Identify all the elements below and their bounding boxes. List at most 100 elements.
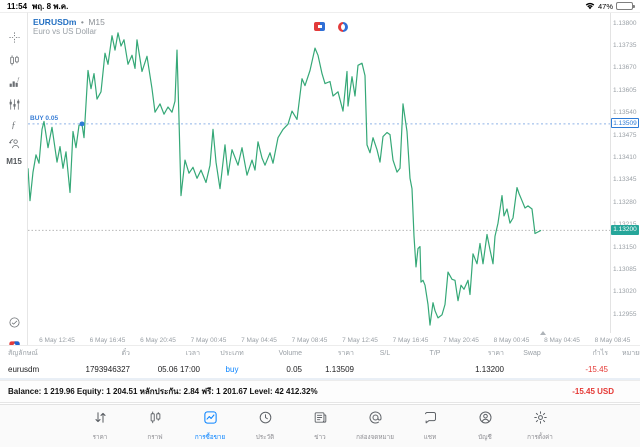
chart-description: Euro vs US Dollar — [33, 27, 97, 36]
nav-tab-history[interactable]: ประวัติ — [242, 410, 288, 442]
nav-tab-label: การตั้งค่า — [527, 434, 553, 441]
time-tick-label: 7 May 08:45 — [291, 337, 328, 344]
nav-tab-news[interactable]: ข่าว — [297, 410, 343, 442]
nav-tab-trade[interactable]: การซื้อขาย — [187, 410, 233, 442]
current-price-tag: 1.13200 — [611, 225, 639, 236]
column-header: ราคา — [487, 349, 504, 357]
chart-timeframe[interactable]: M15 — [88, 17, 105, 27]
position-cell: 05.06 17:00 — [157, 364, 200, 374]
objects-icon[interactable] — [0, 95, 28, 113]
timeframe-button[interactable]: M15 — [6, 157, 22, 166]
row-separator — [0, 378, 640, 380]
symbol-separator: • — [80, 17, 84, 27]
position-open-dot — [79, 121, 85, 127]
time-tick-label: 7 May 12:45 — [342, 337, 378, 344]
news-flag-icon[interactable] — [314, 22, 325, 31]
nav-tab-label: กราฟ — [147, 434, 163, 441]
position-cell: 1793946327 — [85, 364, 131, 374]
column-header: ตั๋ว — [121, 349, 130, 357]
column-header: กำไร — [592, 349, 608, 357]
svg-text:f: f — [17, 78, 19, 83]
status-indicators: 47% — [585, 1, 635, 11]
chart-area[interactable]: EURUSDm • M15 Euro vs US Dollar BUY 0.05… — [28, 12, 640, 345]
time-tick-label: 6 May 16:45 — [89, 337, 126, 344]
account-summary-bar: Balance: 1 219.96 Equity: 1 204.51 หลักป… — [0, 380, 640, 403]
column-header: สัญลักษณ์ — [8, 349, 38, 357]
column-header: ราคา — [337, 349, 354, 357]
price-tick-label: 1.13800 — [613, 19, 637, 27]
battery-icon — [616, 2, 635, 10]
nav-tab-label: แชท — [423, 434, 437, 441]
clock-time: 11:54 — [7, 1, 28, 11]
nav-tab-label: ข่าว — [314, 434, 326, 441]
position-cell: 1.13509 — [325, 364, 354, 374]
quotes-icon — [93, 410, 108, 430]
chat-icon — [423, 410, 438, 430]
chart-icon — [148, 410, 163, 430]
nav-tab-label: กล่องจดหมาย — [356, 434, 394, 441]
price-line-series — [28, 32, 542, 326]
news-event-markers — [314, 22, 348, 32]
time-tick-label: 7 May 04:45 — [241, 337, 277, 344]
mailbox-icon — [368, 410, 383, 430]
nav-tab-quotes[interactable]: ราคา — [77, 410, 123, 442]
status-check-icon[interactable] — [0, 313, 28, 331]
price-tick-label: 1.13475 — [613, 131, 637, 139]
status-bar: 11:54 พฤ. 8 พ.ค. 47% — [0, 0, 640, 12]
wifi-icon — [585, 2, 595, 10]
crosshair-icon[interactable] — [0, 28, 28, 46]
nav-tab-chat[interactable]: แชท — [407, 410, 453, 442]
positions-table-header: สัญลักษณ์ ตั๋ว เวลา ประเภท Volume ราคา S/L T/P ร… — [0, 346, 640, 360]
time-tick-label: 8 May 08:45 — [594, 337, 631, 344]
trade-icon — [203, 410, 218, 430]
account-icon — [478, 410, 493, 430]
account-summary: Balance: 1 219.96 Equity: 1 204.51 หลักป… — [8, 387, 318, 396]
price-chart — [28, 32, 610, 326]
price-tick-label: 1.13605 — [613, 86, 637, 94]
price-tick-label: 1.13280 — [613, 198, 637, 206]
battery-percent: 47% — [597, 1, 613, 11]
settings-icon — [533, 410, 548, 430]
nav-tab-settings[interactable]: การตั้งค่า — [517, 410, 563, 442]
time-tick-label: 7 May 20:45 — [443, 337, 479, 344]
buy-price-tag[interactable]: 1.13509 — [611, 118, 639, 129]
price-tick-label: 1.13020 — [613, 288, 637, 296]
time-tick-label: 8 May 04:45 — [544, 337, 580, 344]
column-header: Volume — [278, 349, 302, 357]
chart-header: EURUSDm • M15 Euro vs US Dollar — [33, 16, 105, 37]
nav-tab-chart[interactable]: กราฟ — [132, 410, 178, 442]
price-tick-label: 1.13540 — [613, 109, 637, 117]
nav-tab-account[interactable]: บัญชี — [462, 410, 508, 442]
news-clock-icon[interactable] — [338, 22, 348, 32]
time-tick-label: 7 May 16:45 — [392, 337, 429, 344]
price-tick-label: 1.13410 — [613, 153, 637, 161]
function-icon[interactable]: ƒ — [0, 115, 28, 133]
floating-profit: -15.45 USD — [572, 387, 614, 396]
price-tick-label: 1.12955 — [613, 310, 637, 318]
nav-tab-mailbox[interactable]: กล่องจดหมาย — [352, 410, 398, 442]
chart-symbol[interactable]: EURUSDm — [33, 17, 77, 27]
price-tick-label: 1.13670 — [613, 64, 637, 72]
candles-icon[interactable] — [0, 51, 28, 69]
position-cell: 1.13200 — [475, 364, 504, 374]
column-header: S/L — [379, 349, 391, 357]
nav-tab-label: ราคา — [92, 434, 108, 441]
positions-table: สัญลักษณ์ ตั๋ว เวลา ประเภท Volume ราคา S/L T/P ร… — [0, 345, 640, 380]
indicators-icon[interactable]: f — [0, 73, 28, 91]
buy-position-label: BUY 0.05 — [30, 114, 59, 122]
column-header: เวลา — [185, 349, 200, 357]
price-tick-label: 1.13735 — [613, 41, 637, 49]
position-cell: buy — [225, 364, 239, 374]
column-header: หมายเหตุ — [622, 349, 640, 357]
position-row[interactable]: eurusdm 1793946327 05.06 17:00 buy 0.05 1.135… — [0, 360, 640, 378]
column-header: ประเภท — [220, 349, 244, 357]
nav-tab-label: บัญชี — [478, 434, 492, 441]
bottom-navigation: ราคา กราฟ การซื้อขาย ประวัติ ข่าว กล่องจดหมาย… — [0, 404, 640, 447]
quick-trade-icon[interactable] — [0, 134, 28, 152]
price-tick-label: 1.13150 — [613, 243, 637, 251]
time-tick-label: 7 May 00:45 — [190, 337, 227, 344]
price-tick-label: 1.13345 — [613, 176, 637, 184]
price-tick-label: 1.13085 — [613, 265, 637, 273]
time-tick-label: 6 May 12:45 — [39, 337, 75, 344]
